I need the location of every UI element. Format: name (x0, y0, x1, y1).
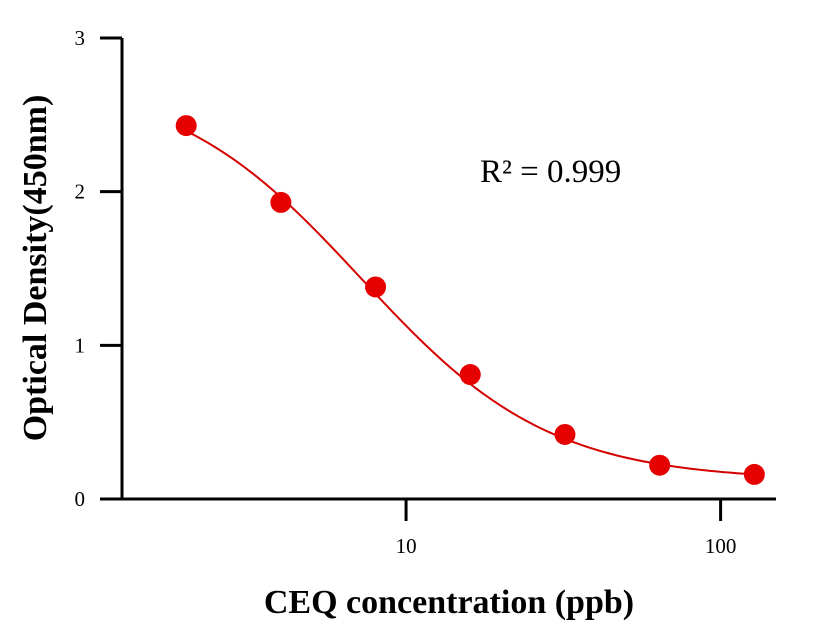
data-points-layer (175, 115, 765, 485)
data-point (649, 454, 671, 476)
axes: 0 1 2 3 10 100 (75, 26, 776, 558)
data-point (459, 364, 481, 386)
y-tick-label: 3 (75, 26, 86, 50)
x-tick-label: 10 (396, 534, 417, 558)
x-axis-title: CEQ concentration (ppb) (264, 584, 634, 621)
fit-curve-layer (185, 130, 755, 476)
y-tick-label: 2 (75, 180, 86, 204)
y-tick-label: 1 (75, 333, 86, 357)
data-point (743, 463, 765, 485)
x-tick-label: 100 (705, 534, 737, 558)
y-axis-title: Optical Density(450nm) (17, 95, 54, 442)
fit-curve-line (185, 130, 755, 476)
data-point (270, 191, 292, 213)
r-squared-annotation: R² = 0.999 (480, 154, 621, 190)
data-point (175, 115, 197, 137)
data-point (554, 423, 576, 445)
data-point (365, 276, 387, 298)
y-tick-label: 0 (75, 487, 86, 511)
